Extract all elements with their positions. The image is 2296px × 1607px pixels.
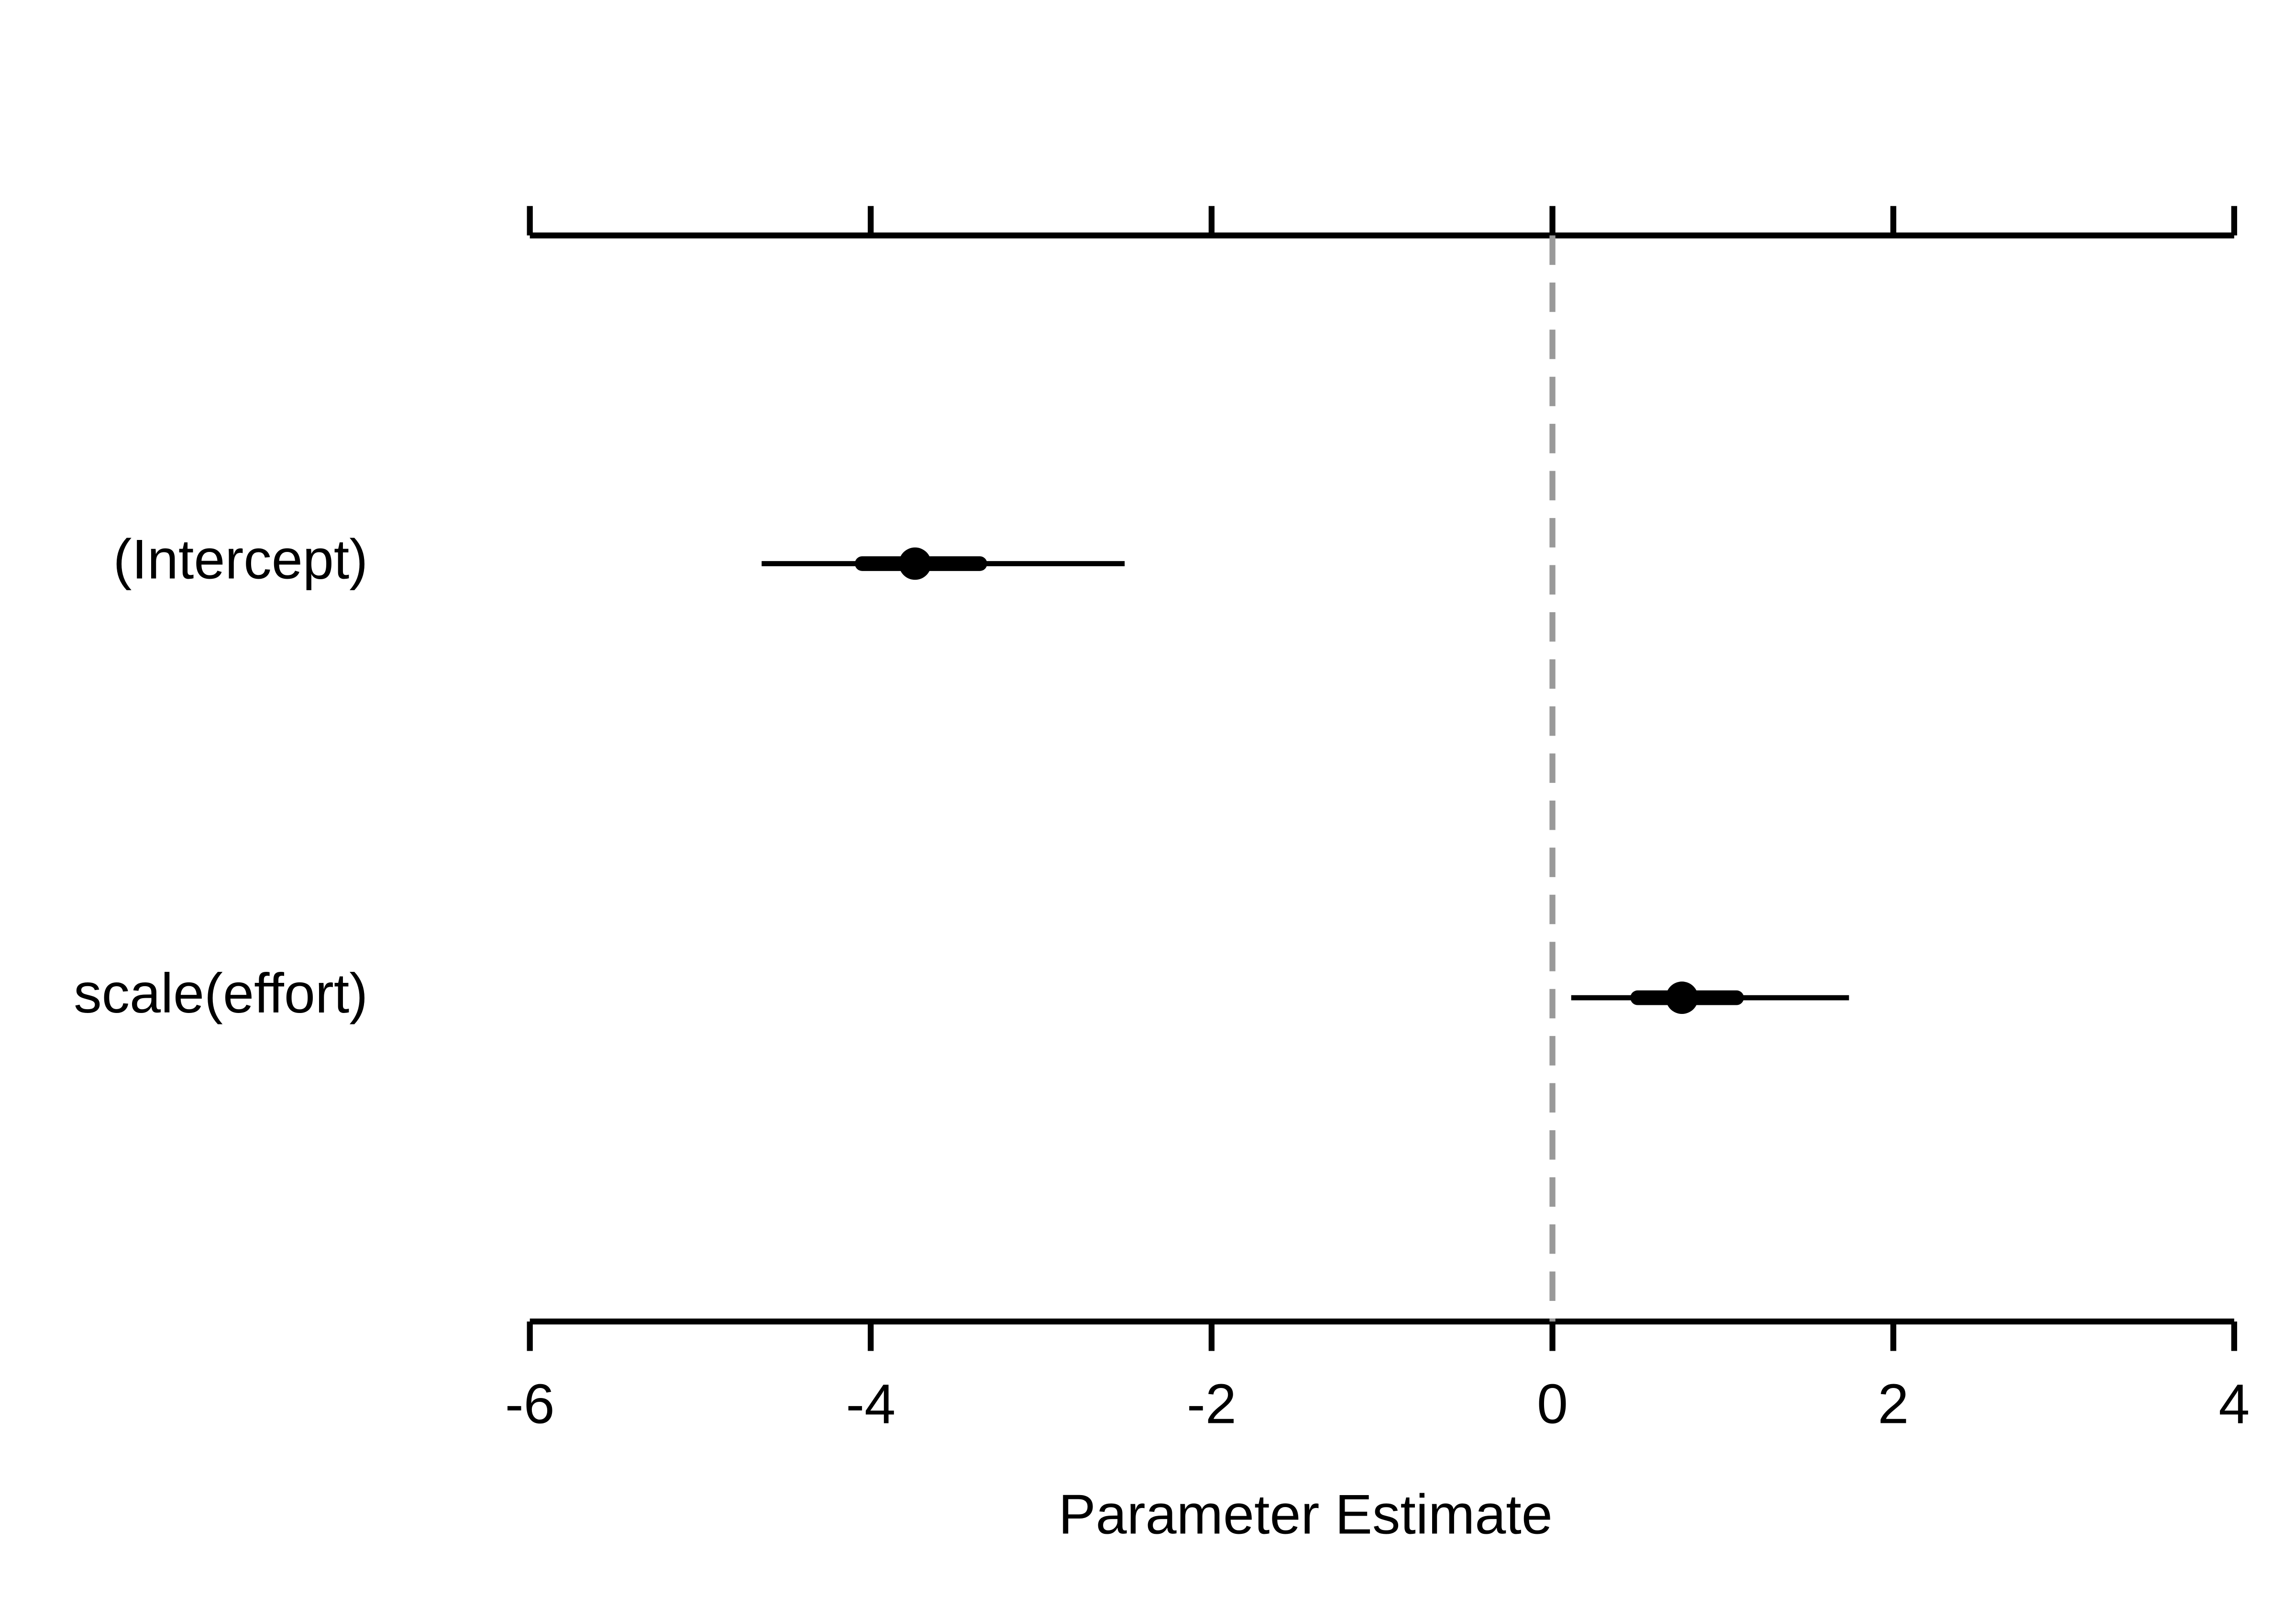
x-tick-label: 4 xyxy=(2219,1373,2250,1435)
category-label: (Intercept) xyxy=(113,528,368,590)
x-tick-label: -6 xyxy=(505,1373,555,1435)
x-tick-label: 2 xyxy=(1878,1373,1909,1435)
x-tick-label: 0 xyxy=(1537,1373,1568,1435)
x-axis-title: Parameter Estimate xyxy=(1059,1483,1553,1545)
estimate-point xyxy=(899,547,931,580)
x-tick-label: -4 xyxy=(846,1373,895,1435)
category-label: scale(effort) xyxy=(74,962,368,1024)
x-tick-label: -2 xyxy=(1187,1373,1236,1435)
estimate-point xyxy=(1666,981,1699,1014)
